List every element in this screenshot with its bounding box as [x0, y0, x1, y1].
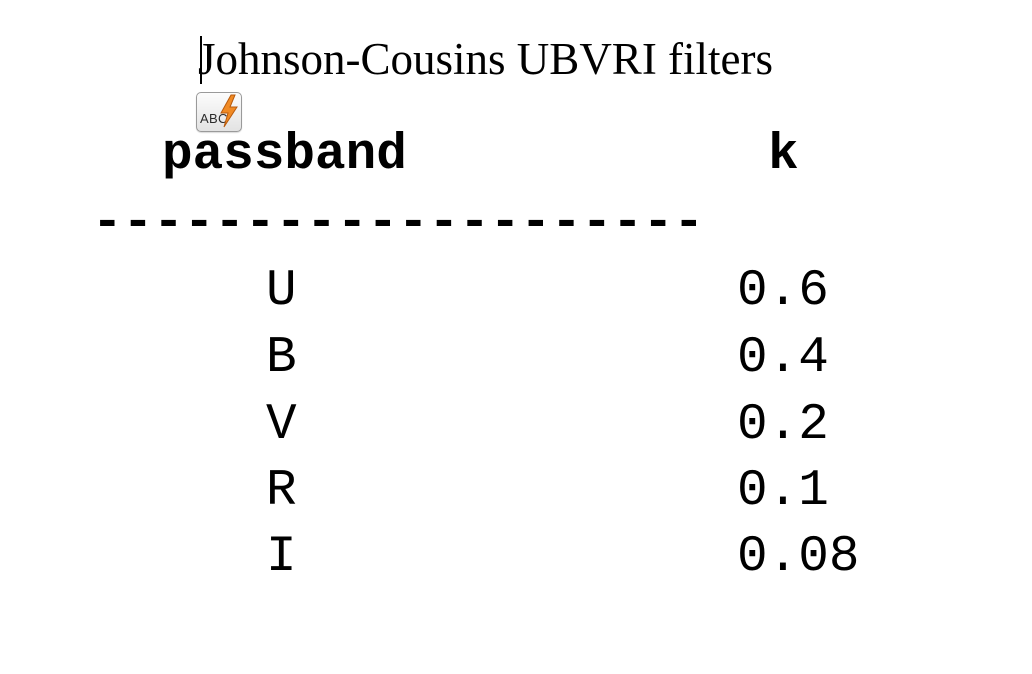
- lightning-icon: [220, 94, 238, 128]
- document-title[interactable]: Johnson-Cousins UBVRI filters: [198, 34, 774, 84]
- table-cell-k: 0.1: [737, 463, 829, 520]
- text-caret: [200, 36, 202, 84]
- header-divider: --------------------: [92, 195, 705, 252]
- table-cell-passband: I: [266, 529, 297, 586]
- table-cell-k: 0.2: [737, 397, 829, 454]
- spellcheck-button[interactable]: ABC: [196, 92, 242, 132]
- table-cell-passband: U: [266, 263, 297, 320]
- table-cell-k: 0.4: [737, 330, 829, 387]
- table-cell-passband: B: [266, 330, 297, 387]
- column-header-k: k: [768, 127, 799, 184]
- table-cell-passband: V: [266, 397, 297, 454]
- spellcheck-label: ABC: [200, 111, 228, 126]
- column-header-passband: passband: [162, 127, 407, 184]
- table-cell-k: 0.6: [737, 263, 829, 320]
- table-cell-passband: R: [266, 463, 297, 520]
- table-cell-k: 0.08: [737, 529, 860, 586]
